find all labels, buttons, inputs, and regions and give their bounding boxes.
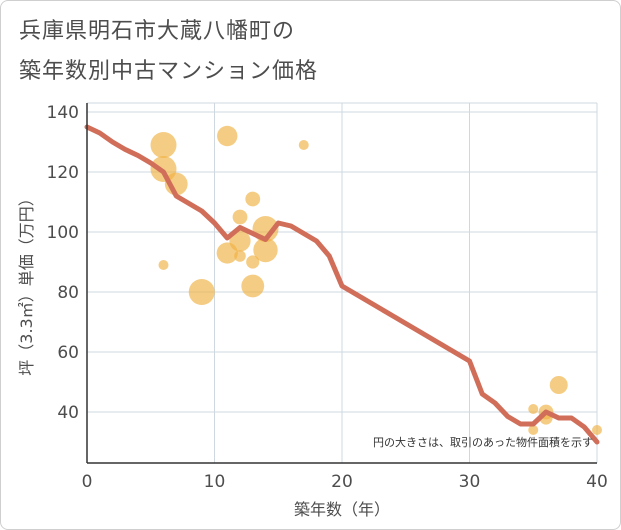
data-bubble: [246, 255, 260, 269]
data-bubble: [241, 274, 265, 298]
x-tick-label: 0: [82, 472, 93, 492]
data-bubble: [528, 404, 539, 414]
data-bubble: [528, 425, 539, 435]
x-tick-label: 20: [331, 472, 353, 492]
y-tick-label: 80: [57, 283, 79, 303]
chart-title-line2: 築年数別中古マンション価格: [19, 59, 319, 84]
data-bubble: [592, 425, 602, 435]
trend-line: [84, 124, 600, 445]
x-tick-label: 10: [204, 472, 226, 492]
data-bubble: [188, 279, 215, 305]
x-tick-label: 30: [459, 472, 481, 492]
chart-title-line1: 兵庫県明石市大蔵八幡町の: [19, 19, 296, 44]
y-axis-label: 坪（3.3㎡）単価（万円）: [17, 190, 36, 375]
data-bubble: [229, 230, 251, 252]
data-bubble: [245, 191, 261, 207]
y-tick-label: 40: [57, 403, 79, 423]
data-bubble: [232, 209, 248, 225]
y-tick-label: 100: [47, 223, 79, 243]
size-note: 円の大きさは、取引のあった物件面積を示す: [373, 435, 593, 449]
data-bubble: [298, 140, 309, 150]
data-bubble: [549, 376, 568, 394]
data-bubble: [217, 125, 238, 147]
x-axis-label: 築年数（年）: [294, 500, 390, 519]
y-tick-label: 140: [47, 103, 79, 123]
x-tick-label: 40: [586, 472, 608, 492]
y-tick-label: 120: [47, 163, 79, 183]
data-bubble: [253, 237, 278, 263]
y-tick-label: 60: [57, 343, 79, 363]
data-bubble: [234, 250, 246, 262]
data-bubble: [158, 260, 169, 270]
data-bubble: [150, 132, 177, 158]
